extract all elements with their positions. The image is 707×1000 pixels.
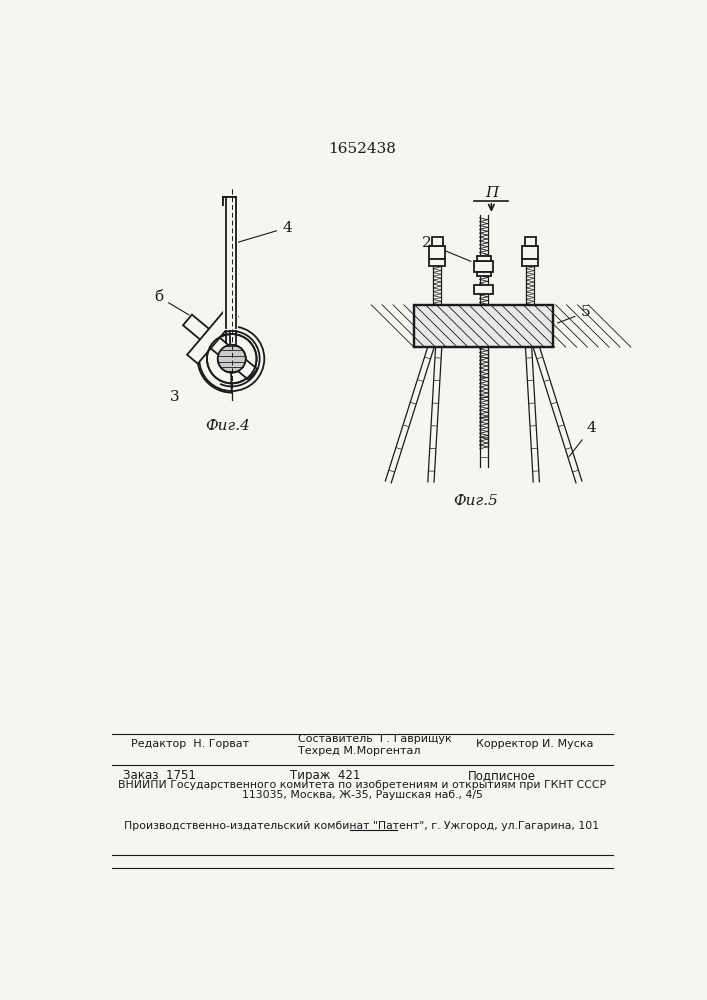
Text: Подписное: Подписное	[468, 769, 536, 782]
Text: 113035, Москва, Ж-35, Раушская наб., 4/5: 113035, Москва, Ж-35, Раушская наб., 4/5	[242, 790, 482, 800]
Text: Тираж  421: Тираж 421	[290, 769, 361, 782]
Text: Заказ  1751: Заказ 1751	[123, 769, 196, 782]
Circle shape	[218, 345, 246, 373]
Text: 1652438: 1652438	[328, 142, 396, 156]
Text: Фиг.5: Фиг.5	[453, 494, 498, 508]
Circle shape	[218, 345, 246, 373]
Text: Редактор  Н. Горват: Редактор Н. Горват	[131, 739, 249, 749]
Text: Корректор И. Муска: Корректор И. Муска	[476, 739, 593, 749]
Bar	[429, 259, 445, 266]
Bar	[525, 237, 535, 246]
Text: Составитель  Г. Гаврищук: Составитель Г. Гаврищук	[298, 734, 451, 744]
Polygon shape	[187, 308, 238, 364]
Bar	[432, 237, 443, 246]
Bar	[522, 246, 538, 259]
Text: Производственно-издательский комбинат "Патент", г. Ужгород, ул.Гагарина, 101: Производственно-издательский комбинат "П…	[124, 821, 600, 831]
Text: П: П	[485, 186, 498, 200]
Text: Техред М.Моргентал: Техред М.Моргентал	[298, 746, 420, 756]
Text: 3: 3	[170, 390, 180, 404]
Bar	[223, 197, 238, 330]
Bar	[429, 246, 445, 259]
Bar	[414, 305, 554, 347]
Bar	[414, 305, 554, 347]
Bar	[477, 256, 491, 261]
Bar	[522, 259, 538, 266]
Text: 2: 2	[421, 236, 471, 261]
Bar	[477, 272, 491, 276]
Text: ВНИИПИ Государственного комитета по изобретениям и открытиям при ГКНТ СССР: ВНИИПИ Государственного комитета по изоб…	[118, 780, 606, 790]
Text: 5: 5	[558, 305, 590, 323]
Bar	[474, 261, 493, 272]
Polygon shape	[183, 315, 257, 380]
Text: б: б	[154, 290, 189, 315]
Bar	[474, 285, 493, 294]
Text: 4: 4	[569, 421, 597, 457]
Text: 4: 4	[238, 221, 292, 242]
Text: Фиг.4: Фиг.4	[206, 419, 250, 433]
